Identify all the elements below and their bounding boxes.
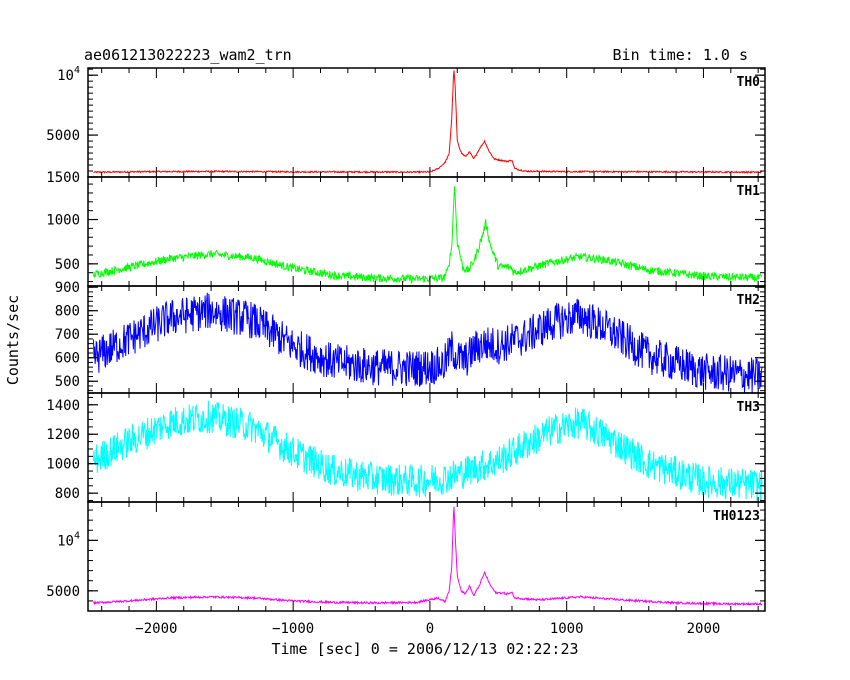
y-tick-label: 900	[55, 280, 80, 296]
y-tick-label: 500	[55, 374, 80, 390]
series-line-th3	[93, 400, 763, 503]
panel-th0123: 5000 104 TH0123	[46, 501, 766, 612]
x-tick-label: −1000	[272, 621, 314, 637]
y-tick-label: 1000	[46, 457, 80, 473]
panel-label: TH2	[737, 293, 760, 308]
y-tick-exponent: 4	[74, 65, 80, 76]
y-tick-label: 500	[55, 257, 80, 273]
panel-label: TH3	[737, 400, 760, 415]
y-tick-label: 1200	[46, 427, 80, 443]
bin-time-label: Bin time: 1.0 s	[613, 46, 748, 64]
y-tick-label: 5000	[46, 128, 80, 144]
y-tick-label: 1500	[46, 170, 80, 186]
y-tick-label: 800	[55, 304, 80, 320]
y-tick-label: 600	[55, 351, 80, 367]
x-axis-label: Time [sec] 0 = 2006/12/13 02:22:23	[271, 640, 578, 658]
panel-th3: 800 1000 1200 1400 TH3	[46, 392, 766, 503]
panel-label: TH1	[737, 184, 761, 199]
panel-frame	[87, 501, 766, 612]
y-tick-label: 104	[57, 65, 80, 84]
x-tick-label: 2000	[687, 621, 721, 637]
series-line-th1	[93, 186, 763, 284]
y-tick-label: 5000	[46, 584, 80, 600]
y-tick-label: 1000	[46, 213, 80, 229]
panel-frame	[87, 176, 766, 287]
series-line-th2	[93, 292, 763, 394]
chart-title: ae061213022223_wam2_trn	[84, 46, 292, 64]
panel-label: TH0	[737, 75, 761, 90]
x-tick-label: 0	[426, 621, 434, 637]
y-tick-label: 800	[55, 486, 80, 502]
y-axis-label: Counts/sec	[4, 295, 22, 385]
panel-th2: 500 600 700 800 900 TH2	[55, 280, 766, 394]
y-tick-label: 104	[57, 530, 80, 549]
panel-frame	[87, 67, 766, 178]
x-tick-label: −2000	[135, 621, 177, 637]
series-line-th0	[93, 70, 763, 175]
y-tick-label: 1400	[46, 398, 80, 414]
panels-group: 1500 5000 104 TH0 500 1000 TH1 500 600 700 800 900 T…	[46, 65, 766, 637]
panel-label: TH0123	[713, 509, 760, 524]
y-tick-label: 700	[55, 327, 80, 343]
panel-th0: 1500 5000 104 TH0	[46, 65, 766, 186]
x-tick-label: 1000	[550, 621, 584, 637]
y-tick-exponent: 4	[74, 530, 80, 541]
series-line-th0123	[93, 506, 763, 607]
panel-th1: 500 1000 TH1	[46, 176, 766, 287]
